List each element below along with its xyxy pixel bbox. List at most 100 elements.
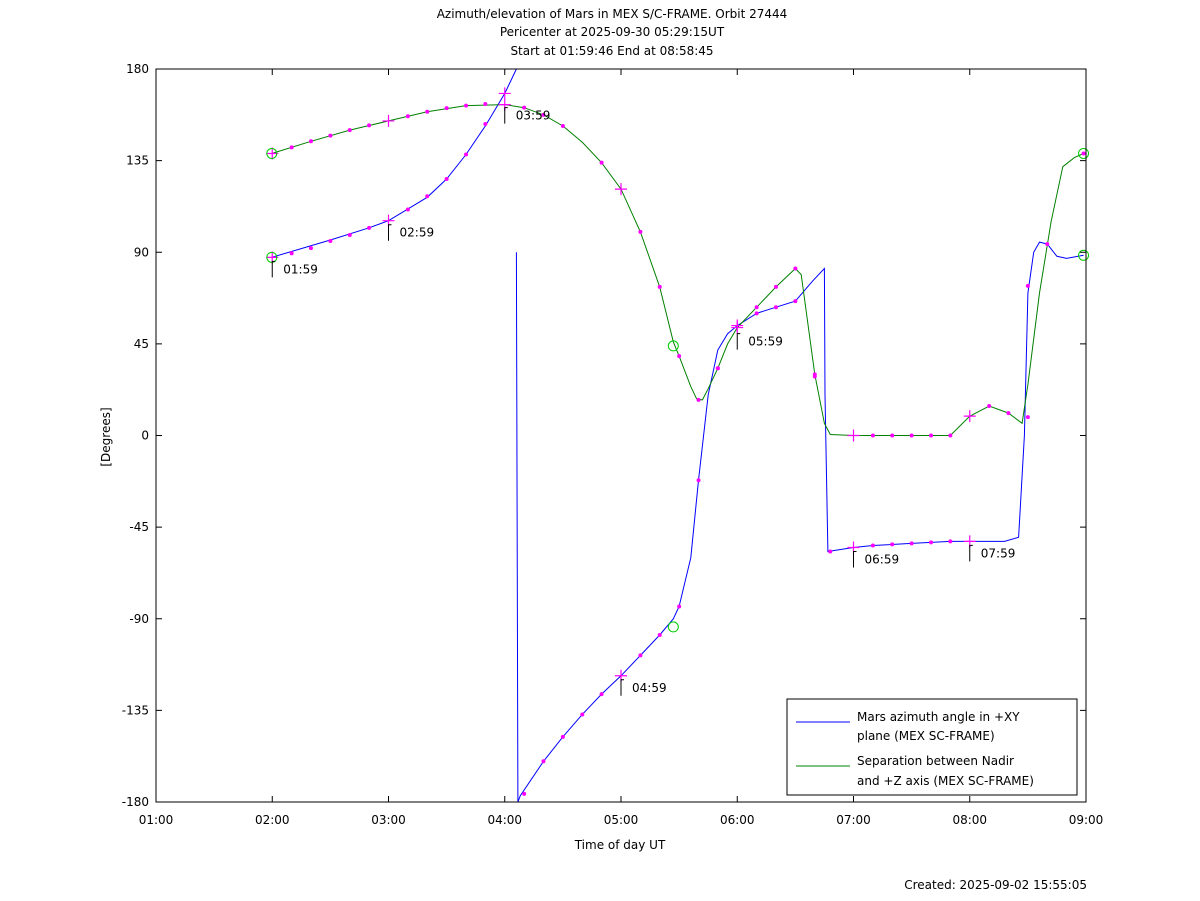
data-point-marker xyxy=(522,791,527,796)
y-axis-label: [Degrees] xyxy=(99,407,113,466)
x-tick-label: 04:00 xyxy=(487,813,522,827)
legend-label-azimuth-line1: Mars azimuth angle in +XY xyxy=(857,710,1020,724)
event-circle-marker xyxy=(667,340,679,352)
created-timestamp: Created: 2025-09-02 15:55:05 xyxy=(904,878,1087,892)
x-tick-label: 08:00 xyxy=(952,813,987,827)
time-annotation-label: 07:59 xyxy=(981,546,1016,560)
event-circle-marker xyxy=(1078,249,1090,261)
data-point-marker xyxy=(987,403,992,408)
data-point-marker xyxy=(541,759,546,764)
data-point-marker xyxy=(890,542,895,547)
plot-area: 01:59 02:59 03:59 04:59 05:59 06:59 07:59 xyxy=(266,68,1090,803)
data-point-marker xyxy=(948,433,953,438)
data-point-marker xyxy=(308,246,313,251)
x-tick-label: 01:00 xyxy=(139,813,174,827)
x-tick-label: 07:00 xyxy=(836,813,871,827)
x-tick-label: 06:00 xyxy=(720,813,755,827)
y-tick-label: 135 xyxy=(126,154,149,168)
data-point-marker xyxy=(560,124,565,129)
data-point-marker xyxy=(328,239,333,244)
data-point-marker xyxy=(483,102,488,107)
event-circle-marker xyxy=(266,147,278,159)
y-tick-label: -180 xyxy=(122,795,149,809)
data-point-marker xyxy=(1006,411,1011,416)
legend-label-azimuth-line2: plane (MEX SC-FRAME) xyxy=(857,729,995,743)
time-annotation-label: 05:59 xyxy=(748,335,783,349)
y-tick-label: 0 xyxy=(141,429,149,443)
legend-box xyxy=(786,698,1078,796)
data-point-marker xyxy=(657,633,662,638)
data-point-marker xyxy=(754,311,759,316)
data-point-marker xyxy=(754,305,759,310)
data-point-marker xyxy=(483,121,488,126)
data-point-marker xyxy=(425,194,430,199)
data-point-marker xyxy=(773,305,778,310)
x-tick-label: 05:00 xyxy=(604,813,639,827)
data-point-marker xyxy=(828,549,833,554)
data-point-marker xyxy=(599,160,604,165)
legend-label-separation-line2: and +Z axis (MEX SC-FRAME) xyxy=(857,774,1034,788)
data-point-marker xyxy=(890,433,895,438)
data-point-marker xyxy=(696,397,701,402)
data-point-marker xyxy=(522,105,527,110)
data-point-marker xyxy=(929,433,934,438)
data-point-marker xyxy=(909,541,914,546)
time-annotation-label: 01:59 xyxy=(283,262,318,276)
data-point-marker xyxy=(464,103,469,108)
event-circle-marker xyxy=(1078,147,1090,159)
data-point-marker xyxy=(870,433,875,438)
data-point-marker xyxy=(444,106,449,111)
data-point-marker xyxy=(870,543,875,548)
hour-cross-marker xyxy=(847,429,860,442)
data-point-marker xyxy=(812,374,817,379)
data-point-marker xyxy=(328,133,333,138)
data-point-marker xyxy=(289,251,294,256)
data-point-marker xyxy=(464,152,469,157)
data-point-marker xyxy=(657,284,662,289)
time-annotation-label: 06:59 xyxy=(865,552,900,566)
x-axis-label: Time of day UT xyxy=(574,838,666,852)
data-point-marker xyxy=(793,299,798,304)
annotation-pointer xyxy=(736,333,741,350)
data-point-marker xyxy=(948,539,953,544)
series-line-mars-azimuth xyxy=(271,68,1084,803)
annotation-pointer xyxy=(271,260,276,278)
data-point-marker xyxy=(1081,151,1086,156)
data-point-marker xyxy=(1025,283,1030,288)
data-point-marker xyxy=(444,176,449,181)
data-point-marker xyxy=(347,128,352,133)
data-point-marker xyxy=(289,145,294,150)
hour-cross-marker xyxy=(615,183,627,196)
y-tick-label: 180 xyxy=(126,62,149,76)
y-tick-label: -90 xyxy=(129,612,149,626)
data-point-marker xyxy=(580,712,585,717)
legend-label-separation-line1: Separation between Nadir xyxy=(857,754,1014,768)
y-tick-label: -135 xyxy=(122,703,149,717)
time-annotation-label: 02:59 xyxy=(400,226,435,240)
series-line-nadir-separation xyxy=(271,104,1084,436)
annotation-pointer xyxy=(620,679,624,696)
data-point-marker xyxy=(425,109,430,114)
data-point-marker xyxy=(405,207,410,212)
data-point-marker xyxy=(347,232,352,237)
hour-cross-marker xyxy=(963,410,976,423)
time-annotation-label: 03:59 xyxy=(516,109,551,123)
time-annotation-label: 04:59 xyxy=(632,681,667,695)
hour-cross-marker xyxy=(382,114,395,127)
x-tick-label: 03:00 xyxy=(371,813,406,827)
data-point-marker xyxy=(1045,242,1050,247)
data-point-marker xyxy=(715,366,720,371)
annotation-pointer xyxy=(969,544,973,562)
hour-cross-marker xyxy=(266,147,279,160)
data-point-marker xyxy=(929,540,934,545)
data-point-marker xyxy=(541,112,546,117)
annotation-pointer xyxy=(504,107,508,124)
chart-title: Azimuth/elevation of Mars in MEX S/C-FRA… xyxy=(437,7,788,21)
y-tick-label: 90 xyxy=(134,245,149,259)
axes: 01:00 02:00 03:00 04:00 05:00 06:00 07:00 08:00… xyxy=(122,62,1104,827)
data-point-marker xyxy=(367,225,372,230)
data-point-marker xyxy=(638,229,643,234)
annotation-pointer xyxy=(853,550,857,568)
data-point-marker xyxy=(638,653,643,658)
